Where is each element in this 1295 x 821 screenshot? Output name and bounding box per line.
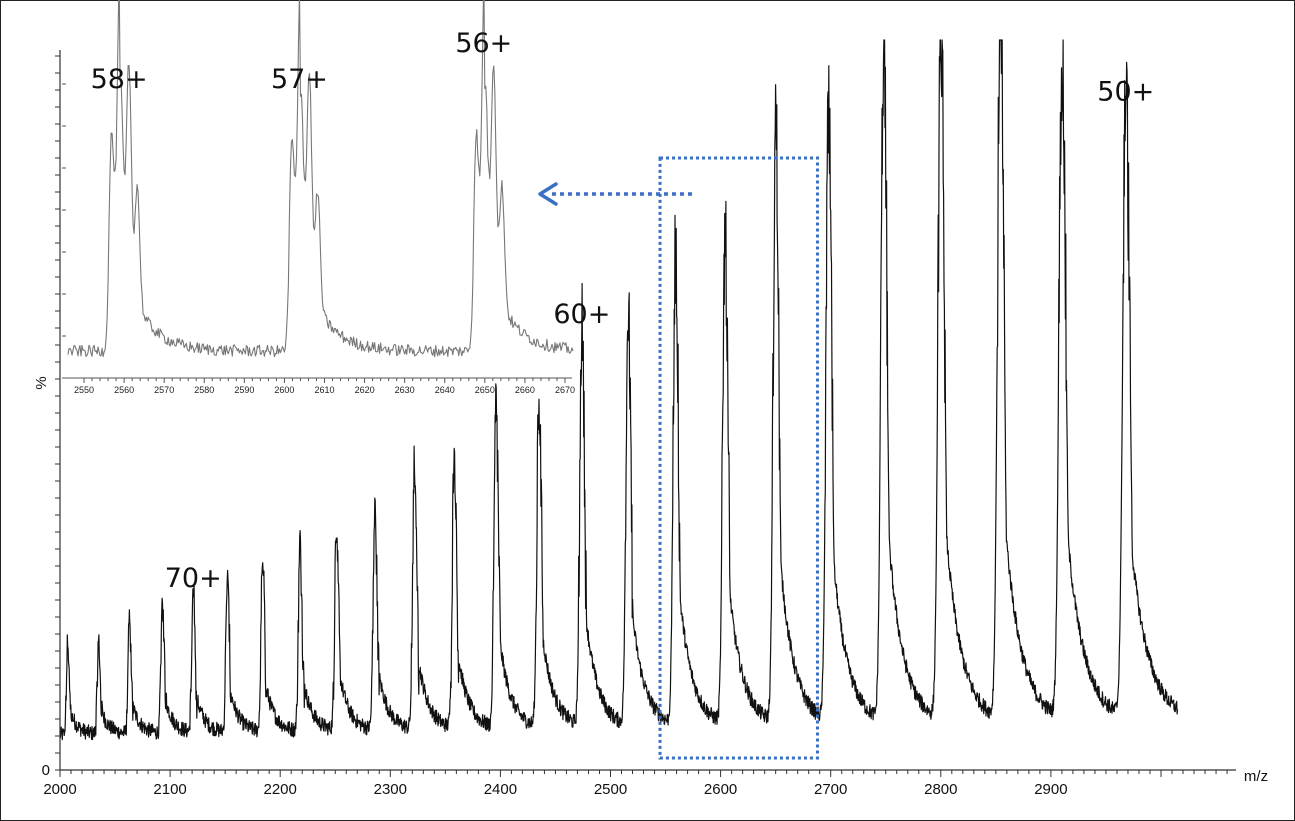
inset-x-tick-label: 2610 [314,385,334,395]
inset-x-tick-label: 2620 [355,385,375,395]
inset-x-tick-label: 2600 [274,385,294,395]
inset-x-ticks: 2550 2560 2570 2580 2590 2600 2610 2620 2630 2640… [62,83,575,395]
inset-x-tick-label: 2660 [515,385,535,395]
main-x-axis-label: m/z [1244,768,1268,785]
inset-x-tick-label: 2550 [74,385,94,395]
main-x-tick-label: 2900 [1034,781,1067,798]
inset-x-tick-label: 2580 [194,385,214,395]
main-x-tick-label: 2400 [484,781,517,798]
main-x-tick-label: 2100 [153,781,186,798]
inset-x-tick-label: 2630 [395,385,415,395]
main-x-tick-label: 2300 [374,781,407,798]
main-x-tick-label: 2700 [814,781,847,798]
highlight-box [658,156,819,760]
inset-x-tick-label: 2650 [475,385,495,395]
main-spectrum-trace [59,39,1179,741]
inset-x-tick-label: 2640 [435,385,455,395]
main-y-ticks: 0 [42,55,60,779]
main-x-tick-label: 2200 [264,781,297,798]
main-x-ticks: 2000 2100 2200 2300 2400 2500 2600 2700 2800 2900 [43,770,1228,798]
inset-x-tick-label: 2560 [114,385,134,395]
main-x-tick-label: 2000 [43,781,76,798]
inset-spectrum: 2550 2560 2570 2580 2590 2600 2610 2620 2630 2640… [62,0,575,395]
inset-x-tick-label: 2590 [234,385,254,395]
inset-charge-labels: 58+ 57+ 56+ [91,28,513,95]
inset-x-tick-label: 2570 [154,385,174,395]
main-x-tick-label: 2500 [594,781,627,798]
main-charge-labels: 70+ 60+ 50+ [165,77,1155,595]
charge-label: 60+ [553,299,610,330]
zoom-arrow-head [538,182,558,206]
charge-label: 70+ [165,563,222,594]
inset-charge-label: 58+ [91,64,148,95]
main-x-tick-label: 2600 [704,781,737,798]
main-spectrum: 2000 2100 2200 2300 2400 2500 2600 2700 2800 2900… [33,39,1268,798]
inset-charge-label: 57+ [271,64,328,95]
zoom-arrow [538,182,692,206]
charge-label: 50+ [1097,77,1154,108]
inset-x-tick-label: 2670 [555,385,575,395]
main-y-tick-label: 0 [42,762,50,779]
inset-charge-label: 56+ [455,28,512,59]
inset-spectrum-trace [67,0,574,358]
main-x-tick-label: 2800 [924,781,957,798]
main-y-axis-label: % [33,376,50,389]
